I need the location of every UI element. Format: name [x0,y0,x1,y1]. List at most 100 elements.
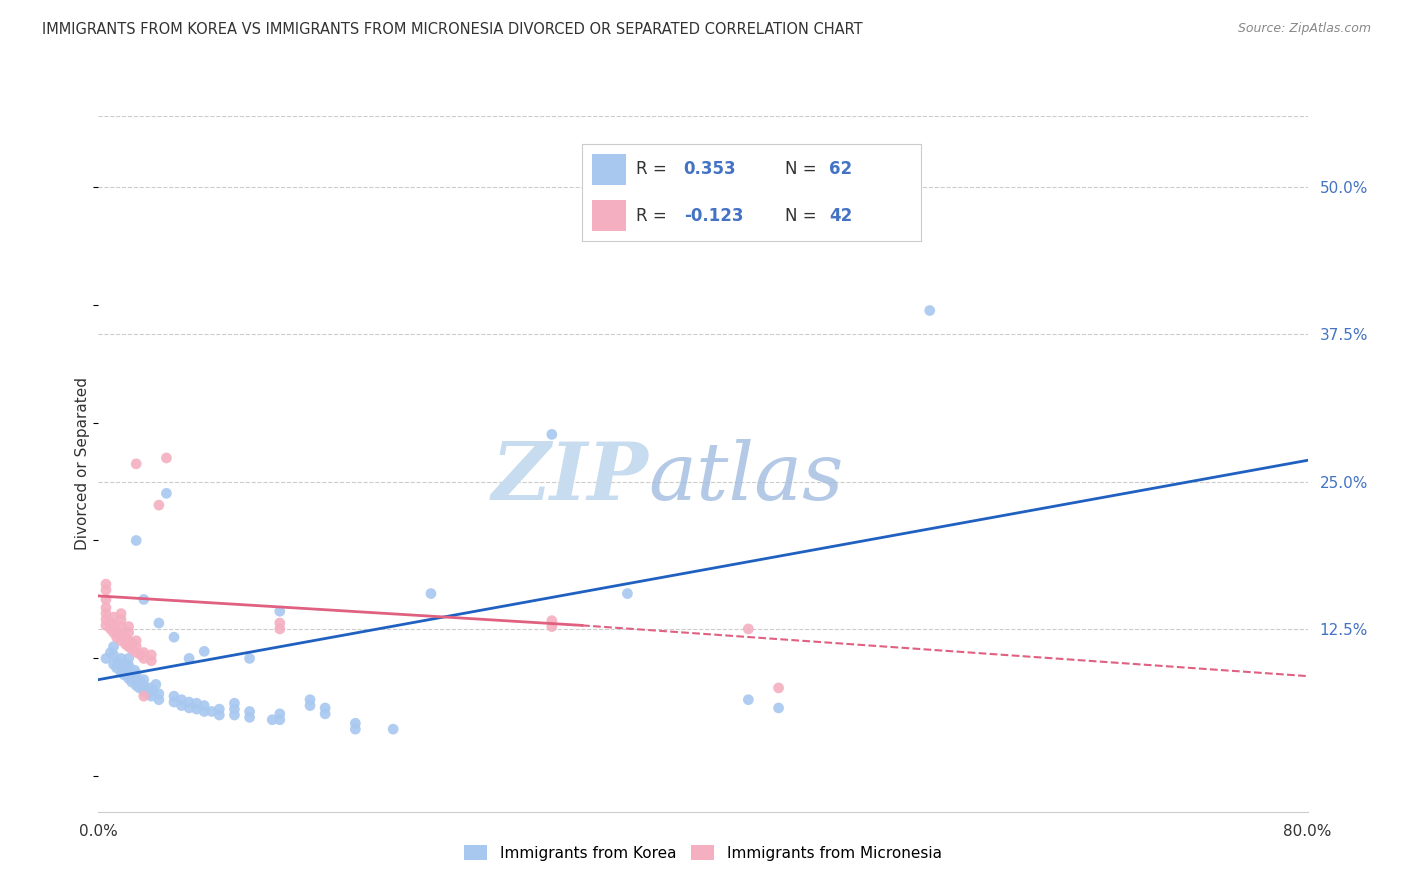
Point [103,657,125,672]
Point [132,679,155,693]
Point [269,604,291,618]
Point [314,701,336,715]
Point [132,673,155,687]
Point [155,486,177,500]
Point [128,681,150,695]
Point [110,607,132,621]
Text: R =: R = [637,207,672,225]
Point [110,628,132,642]
Point [239,651,262,665]
Point [420,586,443,600]
Legend: Immigrants from Korea, Immigrants from Micronesia: Immigrants from Korea, Immigrants from M… [458,838,948,867]
Point [125,533,148,548]
Point [125,673,148,687]
Point [105,624,128,639]
Point [179,695,201,709]
Point [540,619,562,633]
Point [94,613,117,627]
Point [103,640,125,654]
Point [114,663,136,677]
Point [105,630,128,644]
Point [170,698,193,713]
Point [118,619,141,633]
Point [141,689,163,703]
Point [100,615,122,630]
Y-axis label: Divorced or Separated: Divorced or Separated [75,377,90,550]
Point [100,622,122,636]
Point [103,625,125,640]
Point [768,681,790,695]
Point [121,636,143,650]
Point [118,640,141,654]
Text: N =: N = [785,161,823,178]
Point [224,702,246,716]
Point [132,592,155,607]
Point [94,582,117,597]
Point [193,698,215,713]
Point [94,607,117,621]
Point [132,684,155,698]
Point [269,706,291,721]
Point [314,706,336,721]
Point [110,665,132,680]
Point [125,457,148,471]
Point [94,600,117,615]
Text: 0.353: 0.353 [683,161,737,178]
Point [132,646,155,660]
Text: Source: ZipAtlas.com: Source: ZipAtlas.com [1237,22,1371,36]
Point [201,705,224,719]
Point [208,702,231,716]
Point [110,659,132,673]
Point [125,646,148,660]
Point [112,668,135,682]
Point [148,498,170,512]
Point [124,663,146,677]
Point [136,687,159,701]
Text: 42: 42 [830,207,852,225]
Point [118,651,141,665]
Point [193,644,215,658]
Text: N =: N = [785,207,823,225]
Point [118,672,141,686]
Point [299,692,322,706]
Point [155,450,177,465]
Text: ZIP: ZIP [492,439,648,516]
Point [115,657,138,672]
Text: IMMIGRANTS FROM KOREA VS IMMIGRANTS FROM MICRONESIA DIVORCED OR SEPARATED CORREL: IMMIGRANTS FROM KOREA VS IMMIGRANTS FROM… [42,22,863,37]
Point [121,675,143,690]
Point [103,648,125,662]
Point [118,658,141,673]
Point [269,615,291,630]
Point [163,695,186,709]
Point [540,614,562,628]
Point [344,722,367,736]
Point [107,655,129,669]
Point [125,633,148,648]
Point [142,683,165,698]
Point [208,708,231,723]
Point [125,666,148,681]
Point [141,654,163,668]
Point [129,648,152,662]
Point [382,722,405,736]
Point [186,702,208,716]
Point [94,618,117,632]
Point [737,622,759,636]
Point [918,303,941,318]
Point [179,701,201,715]
Point [122,669,145,683]
Point [148,615,170,630]
Point [118,633,141,648]
FancyBboxPatch shape [592,153,626,185]
Point [139,681,162,695]
Point [737,692,759,706]
Point [121,642,143,657]
Point [299,698,322,713]
Point [193,705,215,719]
Point [186,696,208,710]
Point [118,625,141,640]
Point [110,613,132,627]
Point [129,675,152,690]
Point [145,677,167,691]
Point [616,586,638,600]
